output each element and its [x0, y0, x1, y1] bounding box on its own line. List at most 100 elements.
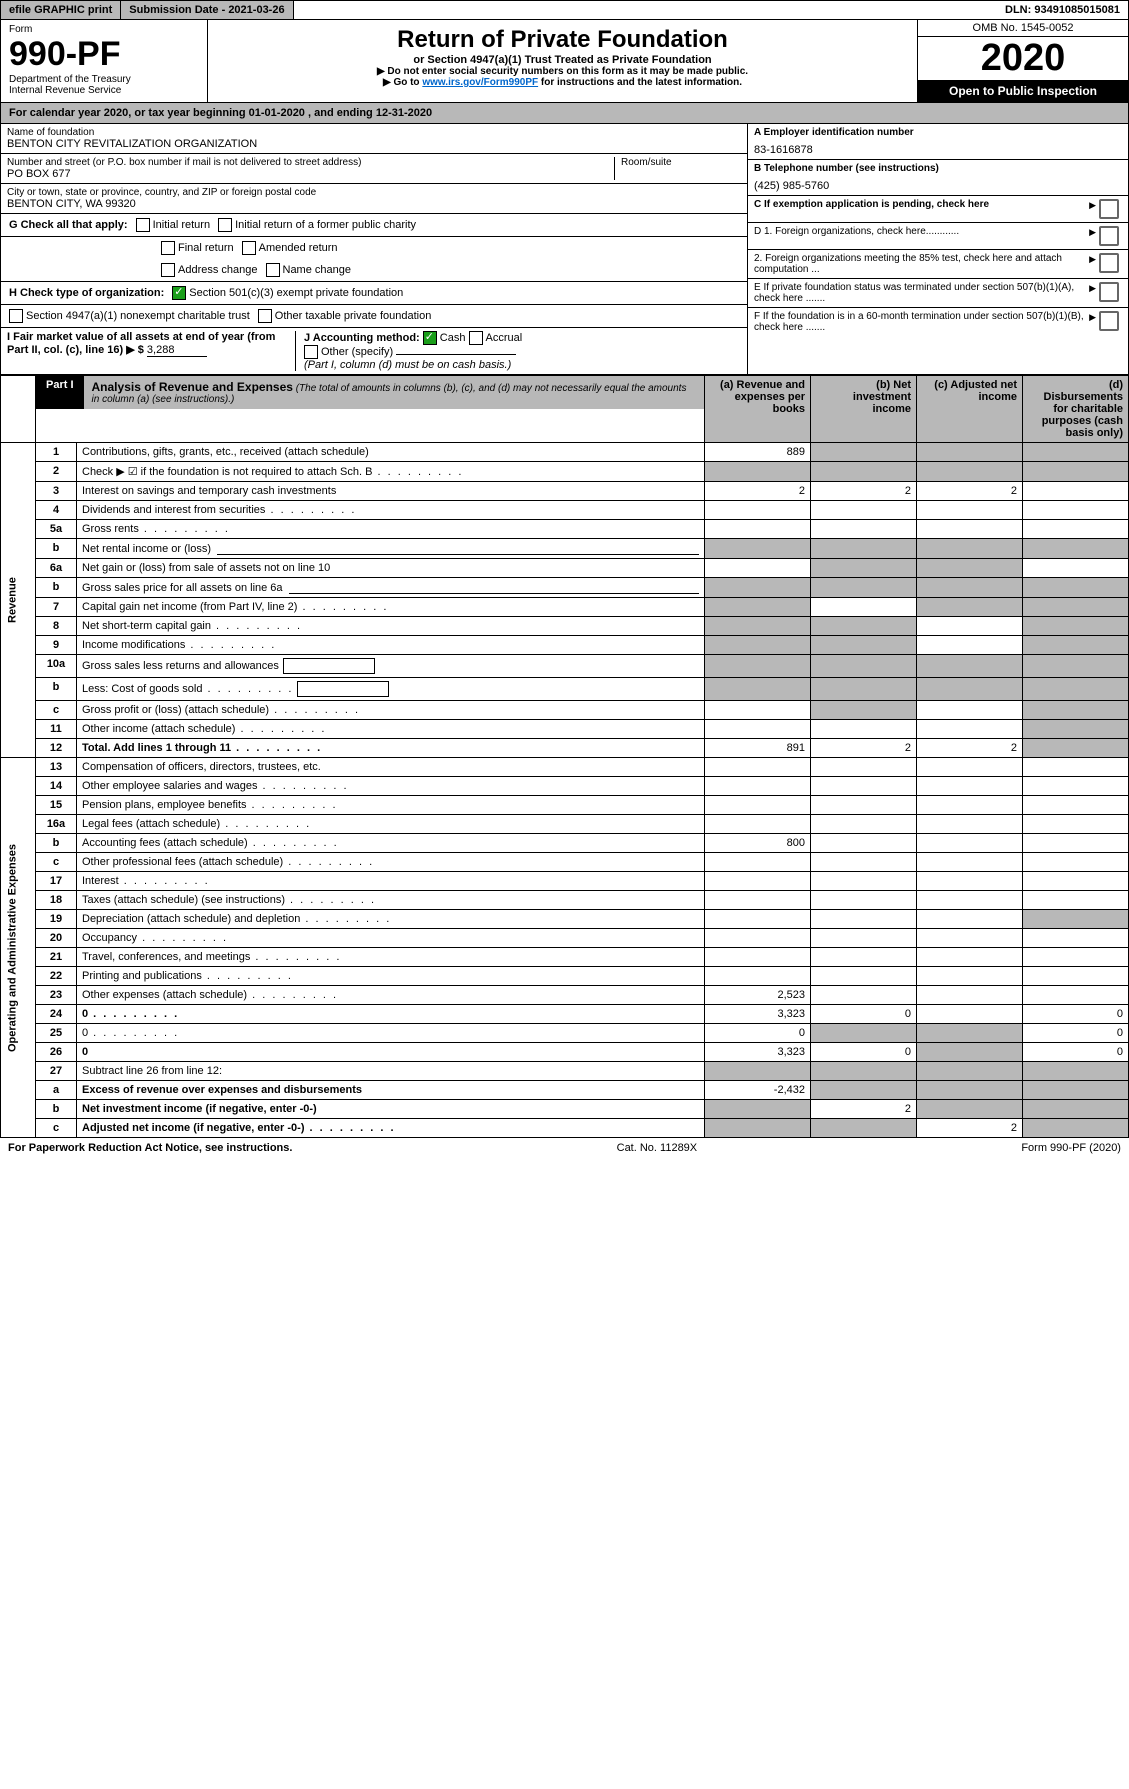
line-desc: Other income (attach schedule): [77, 720, 705, 739]
line-number: 26: [36, 1043, 77, 1062]
i-label: I Fair market value of all assets at end…: [7, 331, 275, 356]
cb-4947[interactable]: [9, 309, 23, 323]
value-cell: [705, 796, 811, 815]
cb-cash[interactable]: [423, 331, 437, 345]
value-cell: 0: [1023, 1005, 1129, 1024]
cb-initial[interactable]: [136, 218, 150, 232]
col-d: (d) Disbursements for charitable purpose…: [1023, 376, 1129, 443]
value-cell: [705, 501, 811, 520]
cb-e[interactable]: [1099, 282, 1119, 302]
line-number: 9: [36, 636, 77, 655]
line-desc: Travel, conferences, and meetings: [77, 948, 705, 967]
cb-initial-former[interactable]: [218, 218, 232, 232]
addr-label: Number and street (or P.O. box number if…: [7, 157, 614, 168]
cb-d2[interactable]: [1099, 253, 1119, 273]
warning-2: ▶ Go to www.irs.gov/Form990PF for instru…: [214, 77, 911, 88]
line-number: 16a: [36, 815, 77, 834]
line-desc: Income modifications: [77, 636, 705, 655]
value-cell: [811, 462, 917, 482]
line-number: 2: [36, 462, 77, 482]
form-header: Form 990-PF Department of the Treasury I…: [0, 20, 1129, 103]
value-cell: [811, 520, 917, 539]
line-desc: Occupancy: [77, 929, 705, 948]
value-cell: [1023, 1062, 1129, 1081]
value-cell: [705, 777, 811, 796]
cb-f[interactable]: [1099, 311, 1119, 331]
line-desc: Subtract line 26 from line 12:: [77, 1062, 705, 1081]
line-desc: Net short-term capital gain: [77, 617, 705, 636]
cb-d1[interactable]: [1099, 226, 1119, 246]
value-cell: [811, 443, 917, 462]
line-number: b: [36, 578, 77, 598]
line-number: b: [36, 539, 77, 559]
value-cell: [811, 967, 917, 986]
value-cell: [917, 462, 1023, 482]
line-number: 6a: [36, 559, 77, 578]
line-desc: Other employee salaries and wages: [77, 777, 705, 796]
value-cell: 2,523: [705, 986, 811, 1005]
line-desc: Other expenses (attach schedule): [77, 986, 705, 1005]
line-desc: Net gain or (loss) from sale of assets n…: [77, 559, 705, 578]
value-cell: [1023, 636, 1129, 655]
cb-other-taxable[interactable]: [258, 309, 272, 323]
value-cell: [811, 655, 917, 678]
line-desc: Interest: [77, 872, 705, 891]
line-desc: 0: [77, 1005, 705, 1024]
line-number: 23: [36, 986, 77, 1005]
efile-label[interactable]: efile GRAPHIC print: [1, 1, 121, 19]
c-label: C If exemption application is pending, c…: [754, 199, 1086, 210]
cb-501c3[interactable]: [172, 286, 186, 300]
table-row: 10aGross sales less returns and allowanc…: [1, 655, 1129, 678]
line-desc: Check ▶ ☑ if the foundation is not requi…: [77, 462, 705, 482]
line-number: 15: [36, 796, 77, 815]
cb-amended[interactable]: [242, 241, 256, 255]
value-cell: 2: [811, 482, 917, 501]
d1-label: D 1. Foreign organizations, check here..…: [754, 226, 1086, 237]
value-cell: [705, 1100, 811, 1119]
cb-c[interactable]: [1099, 199, 1119, 219]
value-cell: [1023, 967, 1129, 986]
value-cell: [917, 655, 1023, 678]
table-row: 7Capital gain net income (from Part IV, …: [1, 598, 1129, 617]
line-number: 25: [36, 1024, 77, 1043]
line-desc: Gross rents: [77, 520, 705, 539]
value-cell: [705, 559, 811, 578]
page-footer: For Paperwork Reduction Act Notice, see …: [0, 1138, 1129, 1158]
part1-label: Part I: [36, 376, 84, 409]
line-desc: Dividends and interest from securities: [77, 501, 705, 520]
value-cell: 0: [811, 1043, 917, 1062]
cb-addr-change[interactable]: [161, 263, 175, 277]
line-number: 5a: [36, 520, 77, 539]
value-cell: [811, 539, 917, 559]
value-cell: [811, 1081, 917, 1100]
value-cell: 2: [811, 739, 917, 758]
line-number: 24: [36, 1005, 77, 1024]
footer-right: Form 990-PF (2020): [1021, 1142, 1121, 1154]
value-cell: [811, 872, 917, 891]
line-number: 8: [36, 617, 77, 636]
line-desc: Net investment income (if negative, ente…: [77, 1100, 705, 1119]
value-cell: 3,323: [705, 1043, 811, 1062]
line-number: 12: [36, 739, 77, 758]
value-cell: [917, 967, 1023, 986]
line-number: b: [36, 678, 77, 701]
footer-mid: Cat. No. 11289X: [617, 1142, 698, 1154]
value-cell: [917, 701, 1023, 720]
table-row: Revenue1Contributions, gifts, grants, et…: [1, 443, 1129, 462]
value-cell: [705, 967, 811, 986]
form-number: 990-PF: [9, 35, 199, 74]
line-number: b: [36, 1100, 77, 1119]
i-value: 3,288: [147, 344, 207, 357]
table-row: 4Dividends and interest from securities: [1, 501, 1129, 520]
line-number: 22: [36, 967, 77, 986]
cb-final[interactable]: [161, 241, 175, 255]
value-cell: 889: [705, 443, 811, 462]
cb-name-change[interactable]: [266, 263, 280, 277]
value-cell: [1023, 678, 1129, 701]
cb-accrual[interactable]: [469, 331, 483, 345]
value-cell: [705, 1119, 811, 1138]
irs-link[interactable]: www.irs.gov/Form990PF: [422, 77, 538, 88]
line-desc: Total. Add lines 1 through 11: [77, 739, 705, 758]
table-row: cAdjusted net income (if negative, enter…: [1, 1119, 1129, 1138]
cb-other-method[interactable]: [304, 345, 318, 359]
